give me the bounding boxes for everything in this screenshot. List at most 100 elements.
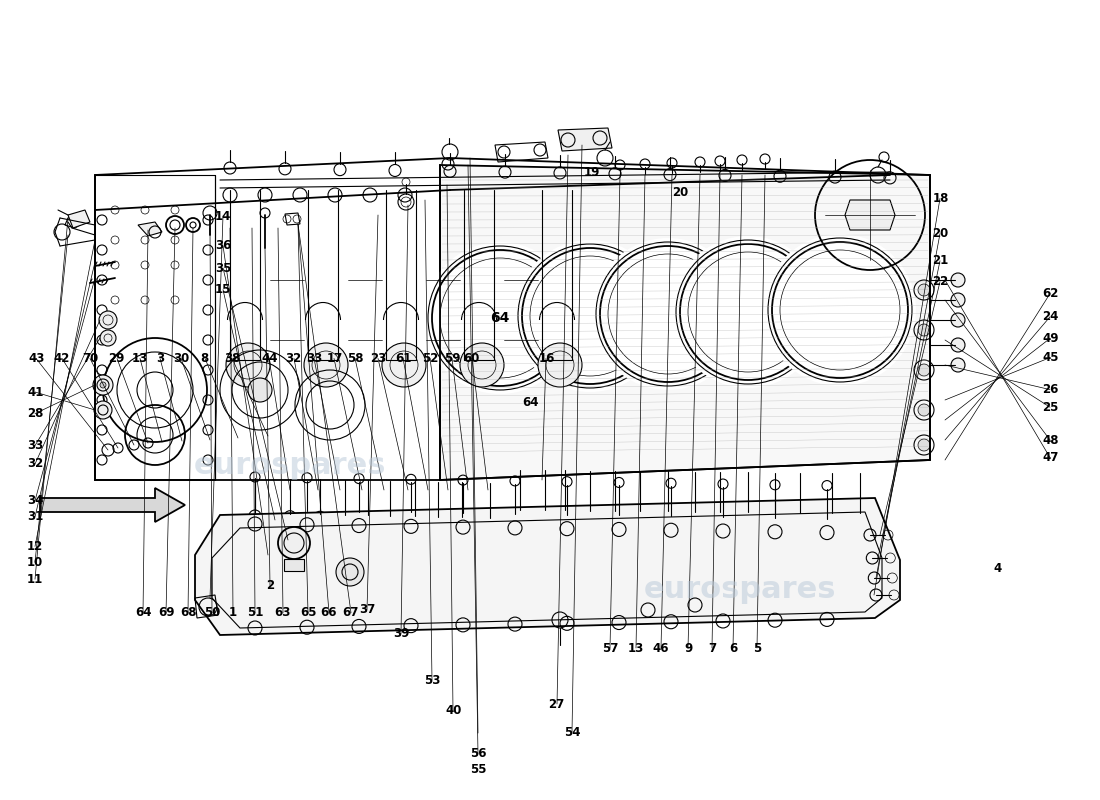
Text: 46: 46 (653, 642, 669, 654)
Text: 7: 7 (708, 642, 717, 654)
Text: 34: 34 (28, 494, 43, 507)
Text: 63: 63 (275, 606, 290, 619)
Circle shape (514, 240, 666, 392)
Text: 30: 30 (174, 352, 189, 365)
Circle shape (952, 358, 965, 372)
Text: 33: 33 (307, 352, 322, 365)
Text: 13: 13 (628, 642, 643, 654)
Circle shape (952, 273, 965, 287)
Circle shape (918, 439, 930, 451)
Text: 42: 42 (54, 352, 69, 365)
Text: 48: 48 (1043, 434, 1058, 446)
Text: 12: 12 (28, 540, 43, 553)
Text: 66: 66 (321, 606, 337, 619)
Polygon shape (138, 222, 162, 236)
Circle shape (248, 378, 272, 402)
Text: 69: 69 (158, 606, 174, 619)
Text: 64: 64 (521, 396, 538, 409)
Polygon shape (558, 128, 612, 151)
Text: 3: 3 (156, 352, 165, 365)
Text: 52: 52 (422, 352, 438, 365)
Text: 41: 41 (28, 386, 43, 398)
Circle shape (952, 293, 965, 307)
Circle shape (424, 242, 576, 394)
Text: 4: 4 (993, 562, 1002, 574)
Text: 38: 38 (224, 352, 240, 365)
Text: 49: 49 (1043, 332, 1058, 345)
Text: 62: 62 (1043, 287, 1058, 300)
Text: 59: 59 (443, 352, 460, 365)
Text: 44: 44 (262, 352, 277, 365)
Circle shape (382, 343, 426, 387)
Circle shape (918, 284, 930, 296)
Text: 45: 45 (1043, 351, 1058, 364)
Text: 19: 19 (584, 166, 600, 178)
Circle shape (592, 238, 744, 390)
Text: 22: 22 (933, 275, 948, 288)
Text: 65: 65 (300, 606, 317, 619)
Text: 60: 60 (464, 352, 480, 365)
Text: 61: 61 (396, 352, 411, 365)
Circle shape (460, 343, 504, 387)
Text: 17: 17 (327, 352, 342, 365)
Text: 53: 53 (425, 674, 440, 686)
Text: 23: 23 (371, 352, 386, 365)
Circle shape (99, 311, 117, 329)
Text: 8: 8 (200, 352, 209, 365)
Polygon shape (40, 488, 185, 522)
Text: 35: 35 (216, 262, 231, 274)
Text: 14: 14 (216, 210, 231, 222)
Text: 15: 15 (216, 283, 231, 296)
Circle shape (304, 343, 348, 387)
Text: 13: 13 (132, 352, 147, 365)
Circle shape (764, 234, 916, 386)
Text: 18: 18 (933, 192, 948, 205)
Text: 40: 40 (446, 704, 461, 717)
Text: 54: 54 (563, 726, 581, 738)
Text: 31: 31 (28, 510, 43, 523)
Text: 47: 47 (1043, 451, 1058, 464)
Text: 20: 20 (672, 186, 688, 199)
Circle shape (336, 558, 364, 586)
Text: 64: 64 (491, 311, 509, 325)
Text: 21: 21 (933, 254, 948, 267)
Circle shape (94, 401, 112, 419)
Text: 33: 33 (28, 439, 43, 452)
Text: 1: 1 (229, 606, 238, 619)
Text: 26: 26 (1043, 383, 1058, 396)
Circle shape (94, 375, 113, 395)
Text: 24: 24 (1043, 310, 1058, 323)
Circle shape (100, 382, 106, 388)
Polygon shape (440, 165, 930, 480)
Text: 25: 25 (1043, 401, 1058, 414)
Text: 29: 29 (109, 352, 124, 365)
Text: 68: 68 (180, 606, 197, 619)
Text: 16: 16 (539, 352, 554, 365)
Circle shape (600, 246, 736, 382)
Circle shape (226, 343, 270, 387)
Text: 70: 70 (82, 352, 98, 365)
Polygon shape (845, 200, 895, 230)
Circle shape (680, 244, 816, 380)
Circle shape (952, 313, 965, 327)
Text: 55: 55 (471, 763, 486, 776)
Text: eurospares: eurospares (194, 450, 386, 479)
Circle shape (538, 343, 582, 387)
Circle shape (918, 364, 930, 376)
Circle shape (918, 324, 930, 336)
Text: 32: 32 (28, 458, 43, 470)
Text: 57: 57 (603, 642, 618, 654)
Circle shape (522, 248, 658, 384)
Text: 43: 43 (29, 352, 44, 365)
Text: 67: 67 (343, 606, 359, 619)
Text: 36: 36 (216, 239, 231, 252)
Circle shape (672, 236, 824, 388)
Text: 64: 64 (134, 606, 152, 619)
Text: 37: 37 (360, 603, 375, 616)
Text: 58: 58 (348, 352, 363, 365)
Text: 5: 5 (752, 642, 761, 654)
Circle shape (100, 330, 116, 346)
Circle shape (772, 242, 908, 378)
Circle shape (952, 338, 965, 352)
Text: 9: 9 (684, 642, 693, 654)
